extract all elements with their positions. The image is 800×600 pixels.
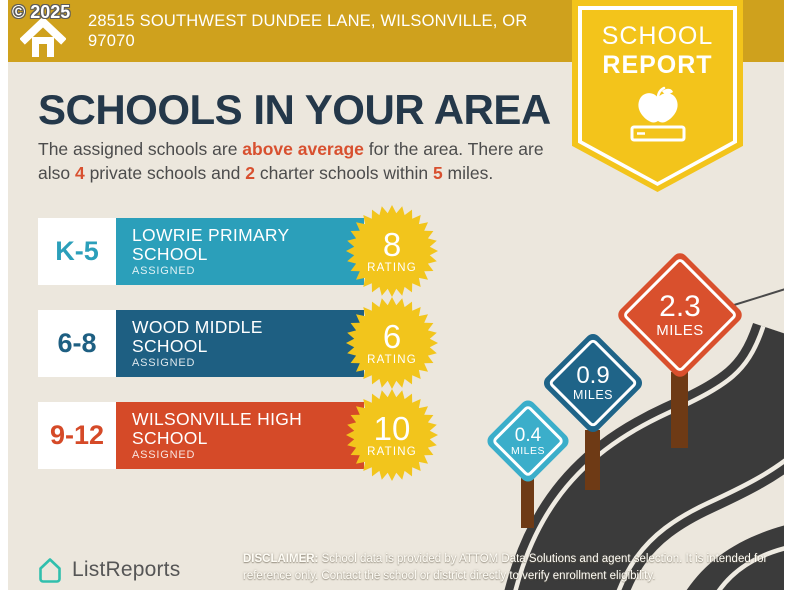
grade-range: K-5: [38, 218, 116, 285]
grade-range: 6-8: [38, 310, 116, 377]
rating-badge: 10 RATING: [346, 389, 438, 481]
distance-sign-1: 0.9 MILES: [540, 330, 646, 436]
summary-highlight-miles: 5: [432, 162, 443, 183]
rating-label: RATING: [367, 446, 417, 458]
badge-line2: REPORT: [602, 51, 713, 79]
school-row-middle: 6-8 WOOD MIDDLE SCHOOL ASSIGNED 6 RATING: [38, 297, 438, 389]
brand-name: ListReports: [72, 558, 181, 581]
rating-label: RATING: [367, 354, 417, 366]
summary-highlight-above-average: above average: [242, 139, 364, 159]
copyright-watermark: © 2025: [12, 2, 71, 22]
school-name: WILSONVILLE HIGH SCHOOL: [132, 408, 303, 448]
school-row-elementary: K-5 LOWRIE PRIMARY SCHOOL ASSIGNED 8 RAT…: [38, 205, 438, 297]
school-name: LOWRIE PRIMARY SCHOOL: [132, 224, 290, 264]
wire-line: [733, 288, 784, 306]
rating-badge: 8 RATING: [346, 205, 438, 297]
rating-badge: 6 RATING: [346, 297, 438, 389]
rating-value: 10: [373, 410, 411, 447]
distance-sign-2: 2.3 MILES: [614, 249, 746, 381]
starburst-icon: [346, 389, 438, 481]
school-bar: WOOD MIDDLE SCHOOL ASSIGNED: [116, 310, 364, 377]
summary-highlight-charter-count: 2: [245, 162, 255, 183]
school-bar: LOWRIE PRIMARY SCHOOL ASSIGNED: [116, 218, 364, 285]
distance-value: 2.3: [659, 289, 701, 323]
school-report-badge: SCHOOL REPORT: [572, 0, 743, 192]
distance-unit: MILES: [572, 388, 613, 402]
disclaimer-text: DISCLAIMER: School data is provided by A…: [243, 551, 771, 584]
summary-seg: private schools and: [84, 162, 246, 183]
disclaimer-body: School data is provided by ATTOM Data So…: [243, 553, 768, 582]
road-main-surface: [518, 326, 784, 590]
home-icon: [20, 16, 66, 57]
apple-on-books-icon: [630, 86, 685, 142]
infographic-canvas: 0.4 MILES 0.9 MILES 2.3 MILES: [8, 0, 784, 590]
distance-value: 0.4: [514, 424, 542, 446]
starburst-icon: [346, 297, 438, 389]
school-name: WOOD MIDDLE SCHOOL: [132, 316, 263, 356]
rating-value: 6: [382, 318, 402, 355]
road-lower-leg: [686, 525, 784, 590]
school-bar: WILSONVILLE HIGH SCHOOL ASSIGNED: [116, 402, 364, 469]
school-row-high: 9-12 WILSONVILLE HIGH SCHOOL ASSIGNED 10…: [38, 389, 438, 481]
distance-unit: MILES: [510, 444, 545, 457]
sign-post-small: [521, 468, 534, 528]
summary-highlight-private-count: 4: [74, 162, 85, 183]
starburst-icon: [346, 205, 438, 297]
address-line2: 97070: [88, 32, 135, 51]
badge-line1: SCHOOL: [601, 22, 714, 50]
summary-seg: for the area. There are also: [38, 139, 544, 183]
listreports-logo: ListReports: [36, 554, 180, 586]
distance-value: 0.9: [576, 362, 610, 389]
summary-text: The assigned schools are above average f…: [38, 138, 558, 185]
assigned-label: ASSIGNED: [132, 357, 196, 370]
distance-sign-0: 0.4 MILES: [484, 397, 572, 485]
road-lower-edge-line: [716, 546, 784, 590]
grade-range: 9-12: [38, 402, 116, 469]
assigned-label: ASSIGNED: [132, 449, 196, 462]
summary-seg: miles.: [442, 162, 494, 183]
rating-value: 8: [382, 226, 402, 263]
listreports-house-icon: [39, 558, 61, 583]
summary-seg: charter schools within: [254, 162, 433, 183]
summary-seg: The assigned schools are: [38, 139, 243, 159]
sign-post-large: [671, 372, 688, 448]
distance-unit: MILES: [656, 321, 704, 339]
disclaimer-label: DISCLAIMER:: [243, 553, 319, 565]
page-title: SCHOOLS IN YOUR AREA: [38, 86, 551, 133]
assigned-label: ASSIGNED: [132, 265, 196, 278]
sign-post-medium: [585, 430, 600, 490]
winding-road-graphic: [504, 288, 784, 590]
rating-label: RATING: [367, 262, 417, 274]
address-line1: 28515 SOUTHWEST DUNDEE LANE, WILSONVILLE…: [88, 12, 528, 30]
property-address: 28515 SOUTHWEST DUNDEE LANE, WILSONVILLE…: [88, 11, 527, 51]
